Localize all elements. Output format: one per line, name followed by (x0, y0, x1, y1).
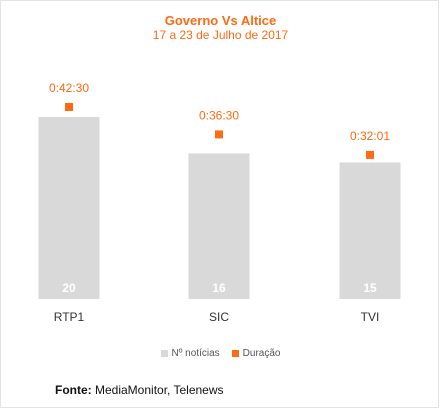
bar-sic (188, 153, 250, 299)
legend-item-noticias: Nº notícias (160, 348, 220, 359)
legend-label-duracao: Duração (242, 348, 281, 359)
bar-value-label: 20 (62, 281, 76, 295)
duration-label: 0:42:30 (49, 81, 89, 95)
duration-label: 0:36:30 (199, 108, 239, 122)
legend-label-noticias: Nº notícias (171, 348, 220, 359)
legend-swatch-noticias (160, 350, 168, 357)
legend-item-duracao: Duração (231, 348, 281, 359)
chart-title: Governo Vs Altice (164, 13, 277, 28)
legend-swatch-duracao (231, 350, 239, 357)
source-text: MediaMonitor, Telenews (95, 383, 224, 397)
duration-marker (215, 130, 223, 139)
duration-marker (65, 103, 73, 111)
bar-value-label: 16 (212, 281, 226, 295)
bar-tvi (339, 162, 401, 299)
source-label: Fonte: (55, 383, 92, 397)
category-label-rtp1: RTP1 (54, 310, 85, 324)
category-label-sic: SIC (209, 310, 229, 324)
bar-rtp1 (38, 117, 100, 299)
category-label-tvi: TVI (361, 310, 380, 324)
chart-legend: Nº notícias Duração (0, 348, 441, 359)
chart-subtitle: 17 a 23 de Julho de 2017 (152, 28, 289, 42)
chart-plot: 20 16 15 RTP1 SIC TVI 0:42:30 0:36:30 0:32:01 (38, 81, 401, 324)
duration-label: 0:32:01 (350, 129, 390, 143)
source-note: Fonte: MediaMonitor, Telenews (55, 383, 224, 397)
duration-marker (366, 150, 374, 159)
bar-value-label: 15 (363, 281, 377, 295)
